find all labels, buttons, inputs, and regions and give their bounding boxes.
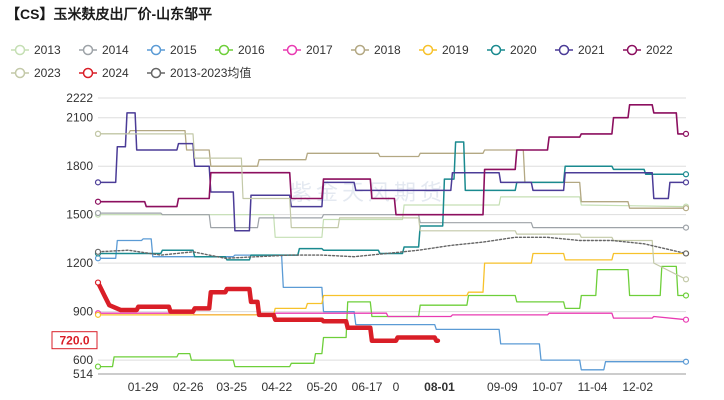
legend-label: 2019 (442, 43, 469, 57)
x-tick-label: 05-20 (307, 380, 338, 394)
chart-title: 【CS】玉米麸皮出厂价-山东邹平 (6, 6, 212, 22)
y-tick-label: 2100 (66, 111, 93, 125)
x-tick-label: 10-07 (532, 380, 563, 394)
series-end-point (682, 276, 690, 283)
legend-swatch-marker (490, 44, 502, 56)
legend-swatch-marker (150, 67, 162, 79)
watermark-text: 紫金天风期货 (290, 180, 446, 205)
x-tick-label: 03-25 (216, 380, 247, 394)
legend-swatch-marker (14, 67, 26, 79)
x-tick-label: 11-04 (578, 380, 608, 394)
series-start-point (94, 279, 102, 286)
legend-label: 2021 (578, 43, 605, 57)
legend-item-2019[interactable]: 2019 (419, 43, 469, 57)
series-start-point (94, 179, 102, 186)
x-tick-label: 0 (393, 380, 400, 394)
x-tick-label: 06-17 (352, 380, 383, 394)
legend-item-2017[interactable]: 2017 (283, 43, 333, 57)
series-line-2023 (97, 133, 687, 280)
legend-item-2013-2023均值[interactable]: 2013-2023均值 (147, 65, 251, 80)
x-tick-label: 01-29 (128, 380, 159, 394)
legend-item-2014[interactable]: 2014 (79, 43, 129, 57)
series-line-2014 (97, 212, 687, 229)
series-end-point (682, 205, 690, 212)
series-start-point (94, 311, 102, 318)
legend-swatch-marker (286, 44, 298, 56)
x-tick-label: 09-09 (487, 380, 518, 394)
legend-swatch-marker (14, 44, 26, 56)
legend-swatch-marker (626, 44, 638, 56)
series-end-point (682, 130, 690, 137)
series-end-point (682, 171, 690, 178)
x-tick-label: 04-22 (261, 380, 292, 394)
legend-label: 2017 (306, 43, 333, 57)
legend-label: 2020 (510, 43, 537, 57)
last-value-marker: 720.0 (51, 331, 98, 350)
last-value-box (51, 331, 98, 350)
legend-label: 2024 (102, 66, 129, 80)
legend-label: 2015 (170, 43, 197, 57)
series-line-2015 (97, 238, 687, 371)
series-start-point (94, 248, 102, 255)
legend-item-2018[interactable]: 2018 (351, 43, 401, 57)
legend-item-2023[interactable]: 2023 (11, 66, 61, 80)
y-tick-label: 1500 (66, 208, 93, 222)
series-end-point (682, 179, 690, 186)
legend-item-2024[interactable]: 2024 (79, 66, 129, 80)
legend-swatch-marker (82, 67, 94, 79)
series-end-point (682, 292, 690, 299)
legend-label: 2014 (102, 43, 129, 57)
series-line-2013 (97, 196, 687, 238)
legend-swatch-marker (558, 44, 570, 56)
legend-swatch-marker (82, 44, 94, 56)
series-lines (94, 104, 690, 371)
series-start-point (94, 130, 102, 137)
series-line-2017 (97, 312, 687, 321)
series-end-point (682, 316, 690, 323)
x-tick-label: 02-26 (173, 380, 204, 394)
y-tick-label: 514 (73, 367, 93, 381)
x-tick-label: 08-01 (424, 380, 455, 394)
legend-label: 2016 (238, 43, 265, 57)
x-tick-label: 12-02 (622, 380, 653, 394)
legend-label: 2013 (34, 43, 61, 57)
y-tick-label: 1800 (66, 159, 93, 173)
series-line-2022 (97, 104, 687, 216)
legend-swatch-marker (150, 44, 162, 56)
legend-item-2015[interactable]: 2015 (147, 43, 197, 57)
series-end-point (682, 250, 690, 257)
legend[interactable]: 2013 2014 2015 2016 2017 2018 2019 2020 2021 2022… (11, 43, 673, 80)
series-line-2019 (97, 252, 687, 316)
legend-swatch-marker (354, 44, 366, 56)
y-tick-label: 2222 (66, 91, 93, 105)
series-line-2024 (95, 280, 441, 343)
series-start-point (94, 198, 102, 205)
y-tick-label: 1200 (66, 256, 93, 270)
legend-swatch-marker (422, 44, 434, 56)
legend-label: 2013-2023均值 (170, 65, 251, 80)
y-tick-label: 600 (73, 353, 93, 367)
legend-label: 2023 (34, 66, 61, 80)
series-start-point (94, 363, 102, 370)
series-start-point (94, 209, 102, 217)
series-line-2013-2023均值 (97, 236, 687, 259)
y-tick-label: 900 (73, 305, 93, 319)
x-axis: 01-29 02-26 03-25 04-22 05-20 06-17 0 08-01 09-0… (128, 380, 654, 394)
series-end-point (682, 224, 690, 231)
legend-item-2021[interactable]: 2021 (555, 43, 605, 57)
legend-item-2020[interactable]: 2020 (487, 43, 537, 57)
legend-item-2013[interactable]: 2013 (11, 43, 61, 57)
legend-item-2022[interactable]: 2022 (623, 43, 673, 57)
legend-label: 2022 (646, 43, 673, 57)
legend-label: 2018 (374, 43, 401, 57)
series-end-point (682, 358, 690, 365)
series-line-2021 (97, 112, 687, 232)
legend-item-2016[interactable]: 2016 (215, 43, 265, 57)
series-line-2018 (97, 129, 687, 209)
legend-swatch-marker (218, 44, 230, 56)
last-value-label: 720.0 (59, 334, 89, 348)
